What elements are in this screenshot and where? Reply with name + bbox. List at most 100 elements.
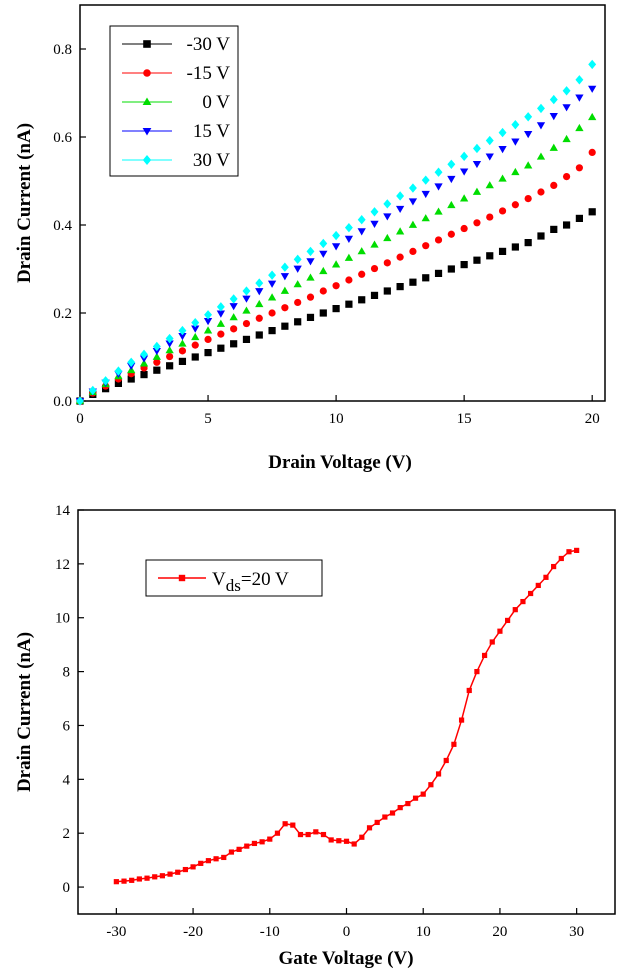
- data-point: [230, 325, 238, 333]
- data-point: [420, 791, 426, 797]
- data-point: [113, 879, 119, 885]
- data-point: [332, 230, 341, 241]
- data-point: [473, 219, 481, 227]
- data-point: [228, 849, 235, 855]
- data-point: [498, 127, 507, 138]
- y-tick-label: 12: [55, 557, 70, 573]
- series-line: [116, 549, 577, 883]
- data-point: [588, 85, 597, 93]
- data-point: [434, 167, 443, 177]
- x-tick-label: 20: [492, 924, 507, 940]
- data-point: [588, 112, 597, 121]
- data-point: [191, 318, 200, 328]
- data-point: [229, 303, 238, 311]
- data-point: [319, 238, 328, 249]
- data-point: [383, 259, 391, 267]
- data-point: [244, 843, 250, 849]
- data-point: [331, 243, 341, 251]
- data-point: [152, 352, 161, 360]
- data-point: [472, 160, 482, 169]
- y-axis-title: Drain Current (nA): [14, 632, 35, 792]
- data-point: [575, 164, 583, 172]
- data-point: [524, 195, 532, 203]
- data-point: [574, 547, 580, 553]
- data-point: [343, 838, 350, 844]
- data-point: [255, 331, 263, 339]
- data-point: [550, 181, 558, 189]
- data-point: [485, 135, 494, 146]
- data-point: [485, 181, 494, 189]
- data-point: [306, 313, 315, 321]
- data-point: [370, 240, 379, 248]
- data-point: [497, 628, 503, 634]
- data-point: [259, 839, 265, 845]
- data-point: [460, 261, 468, 269]
- data-point: [121, 878, 127, 884]
- data-point: [447, 175, 456, 184]
- data-point: [575, 75, 584, 85]
- data-point: [267, 836, 273, 842]
- data-point: [175, 869, 181, 875]
- data-point: [328, 837, 334, 843]
- data-point: [472, 187, 482, 195]
- data-point: [280, 273, 290, 281]
- data-point: [374, 819, 380, 826]
- legend-marker: [178, 574, 186, 582]
- data-point: [528, 590, 534, 597]
- data-point: [434, 269, 443, 277]
- data-point: [281, 304, 289, 312]
- data-point: [460, 224, 468, 233]
- data-point: [127, 357, 136, 367]
- data-point: [447, 265, 455, 273]
- data-point: [217, 330, 225, 338]
- data-point: [447, 230, 455, 238]
- data-point: [319, 309, 327, 317]
- data-point: [511, 120, 520, 130]
- y-tick-label: 10: [55, 611, 70, 627]
- data-point: [229, 294, 238, 304]
- x-tick-label: 10: [329, 411, 344, 427]
- data-point: [443, 757, 449, 764]
- data-point: [159, 873, 165, 879]
- data-point: [537, 232, 545, 240]
- data-point: [153, 366, 161, 374]
- data-point: [306, 293, 315, 301]
- data-point: [229, 313, 238, 321]
- y-tick-label: 8: [63, 665, 71, 681]
- data-point: [290, 822, 296, 828]
- data-point: [251, 840, 258, 847]
- data-point: [396, 191, 405, 201]
- data-point: [485, 153, 494, 161]
- legend-marker: [142, 97, 152, 106]
- data-point: [447, 159, 456, 169]
- data-point: [370, 291, 379, 299]
- data-point: [344, 222, 353, 233]
- y-tick-label: 0.2: [53, 306, 72, 322]
- data-point: [178, 347, 187, 355]
- y-tick-label: 4: [63, 772, 71, 788]
- data-point: [165, 340, 174, 348]
- data-point: [319, 250, 328, 258]
- data-point: [511, 243, 519, 251]
- data-point: [152, 347, 161, 356]
- data-point: [255, 288, 264, 296]
- data-point: [166, 362, 174, 370]
- data-point: [268, 309, 276, 317]
- data-point: [428, 782, 434, 788]
- legend-label: -15 V: [187, 63, 231, 84]
- data-point: [383, 287, 391, 295]
- data-point: [588, 148, 596, 156]
- data-point: [408, 183, 417, 193]
- data-point: [434, 236, 443, 244]
- data-point: [536, 152, 546, 160]
- data-point: [242, 295, 251, 303]
- data-point: [217, 344, 225, 352]
- data-point: [178, 357, 187, 365]
- data-point: [297, 831, 304, 838]
- data-point: [282, 821, 288, 827]
- data-point: [88, 385, 97, 396]
- y-tick-label: 2: [63, 826, 71, 842]
- data-point: [412, 795, 419, 801]
- data-point: [242, 306, 251, 314]
- data-point: [165, 346, 174, 354]
